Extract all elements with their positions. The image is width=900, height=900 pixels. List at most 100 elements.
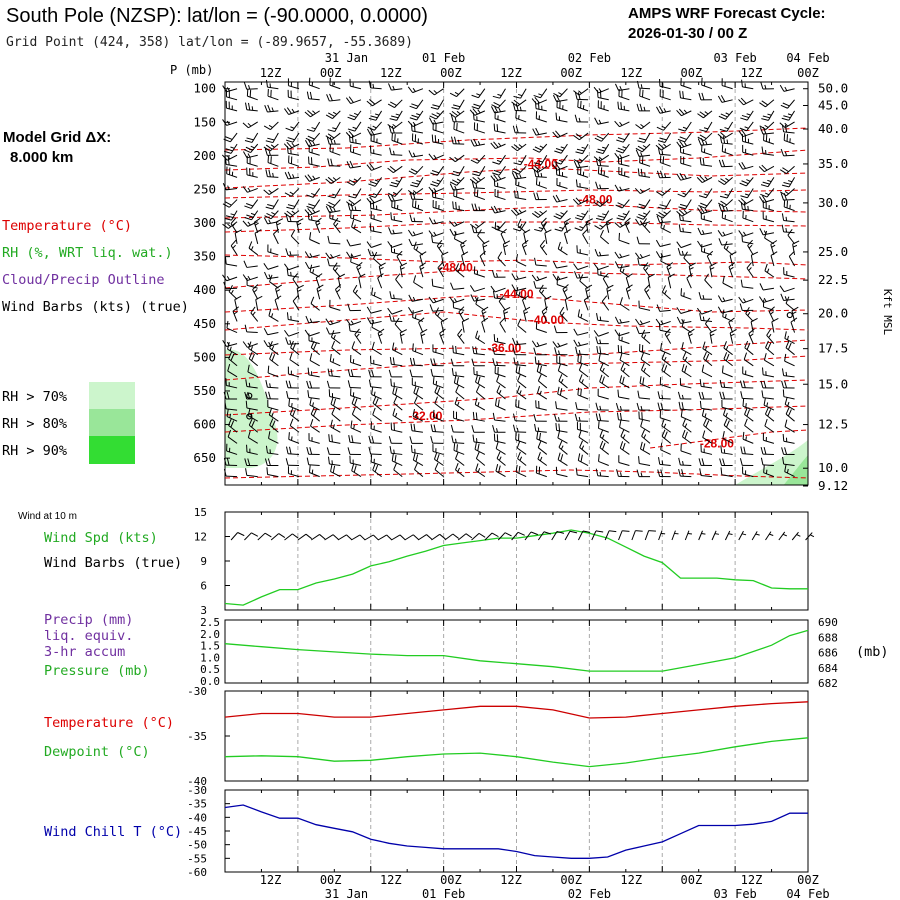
wind-barb bbox=[243, 143, 259, 153]
wind-barb bbox=[286, 312, 300, 322]
wind-barb bbox=[461, 251, 469, 267]
wind-barb-staff bbox=[411, 243, 423, 247]
wind-barb-flag bbox=[741, 161, 746, 169]
wind-barb-half-flag bbox=[232, 222, 236, 227]
wind-barb-staff bbox=[556, 184, 568, 189]
wind-barb bbox=[388, 83, 403, 91]
wind-barb-staff bbox=[515, 184, 527, 189]
wind-barb-staff bbox=[289, 425, 300, 433]
wind-barb-half-flag bbox=[663, 423, 667, 428]
wind-barb-flag bbox=[327, 235, 330, 244]
wind-barb-half-flag bbox=[392, 150, 395, 155]
rh-70-label: RH > 70% bbox=[2, 389, 67, 405]
wind-barb bbox=[368, 80, 382, 90]
wind-barb-flag bbox=[619, 297, 623, 305]
wind-barb-flag bbox=[492, 172, 500, 176]
wind-barb-staff bbox=[350, 361, 362, 367]
wind-barb-flag bbox=[388, 313, 392, 322]
wind-barb bbox=[617, 389, 630, 400]
wind-barb-flag bbox=[265, 379, 268, 388]
wind-barb bbox=[411, 133, 424, 145]
wind-barb-flag bbox=[396, 250, 403, 257]
wind-barb-flag bbox=[785, 296, 790, 304]
wind-barb-staff bbox=[247, 371, 258, 378]
wind-barb-half-flag bbox=[393, 449, 395, 454]
wind-barb-flag bbox=[478, 532, 486, 538]
wind-barb-half-flag bbox=[792, 311, 797, 315]
wind-barb bbox=[720, 445, 733, 455]
wind-barb bbox=[390, 422, 403, 433]
wind-barb-flag bbox=[638, 203, 646, 207]
wind-barb-flag bbox=[701, 408, 705, 416]
wind-barb-staff bbox=[267, 265, 279, 270]
wind-barb-flag bbox=[558, 374, 563, 382]
wind-barb bbox=[742, 144, 754, 156]
wind-barb-flag bbox=[580, 100, 582, 109]
wind-barb-half-flag bbox=[578, 117, 581, 122]
wind-barb-staff bbox=[461, 255, 465, 267]
wind-barb-flag bbox=[392, 386, 395, 394]
wind-barb-staff bbox=[267, 343, 279, 348]
wind-barb bbox=[741, 134, 754, 145]
wind-barb-flag bbox=[346, 251, 351, 259]
wind-barb-flag bbox=[667, 273, 675, 278]
wind-barb-half-flag bbox=[336, 289, 341, 293]
wind-barb bbox=[242, 121, 258, 129]
wind-barb bbox=[601, 295, 610, 311]
wind-barb-flag bbox=[518, 466, 521, 474]
wind-barb-flag bbox=[475, 374, 478, 383]
wind-barb-flag bbox=[269, 352, 273, 360]
wind-barb-flag bbox=[492, 95, 501, 99]
wind-barb-half-flag bbox=[459, 311, 464, 315]
wind-barb-staff bbox=[597, 419, 609, 422]
wind-barb-flag bbox=[761, 100, 769, 106]
wind-barb-flag bbox=[596, 200, 603, 206]
wind-barb-flag bbox=[308, 465, 311, 473]
wind-barb-half-flag bbox=[458, 333, 463, 338]
wind-barb bbox=[453, 375, 465, 389]
wind-barb bbox=[616, 132, 630, 143]
wind-barb bbox=[346, 177, 362, 186]
wind-barb-staff bbox=[639, 154, 651, 158]
wind-barb-flag bbox=[784, 419, 788, 427]
wind-barb-flag bbox=[449, 156, 456, 163]
wind-barb bbox=[471, 99, 486, 110]
wind-barb-staff bbox=[247, 187, 258, 193]
wind-barb-half-flag bbox=[297, 222, 302, 226]
wind-barb-flag bbox=[660, 402, 664, 410]
wind-barb-half-flag bbox=[250, 212, 256, 216]
wind-barb bbox=[578, 363, 589, 378]
wind-barb-half-flag bbox=[784, 86, 788, 91]
wind-barb-flag bbox=[254, 229, 262, 234]
wind-barb-flag bbox=[315, 273, 323, 279]
wind-barb-flag bbox=[678, 457, 681, 466]
wind-barb-staff bbox=[234, 232, 238, 244]
wind-barb-staff bbox=[455, 269, 465, 278]
wind-barb-flag bbox=[493, 174, 499, 181]
wind-barb-half-flag bbox=[661, 150, 664, 155]
wind-barb-flag bbox=[394, 134, 396, 142]
wind-barb-half-flag bbox=[792, 244, 798, 248]
wind-barb-staff bbox=[288, 319, 300, 322]
wind-barb bbox=[289, 352, 300, 367]
wind-barb-flag bbox=[248, 341, 252, 349]
wind-barb-flag bbox=[640, 441, 643, 450]
wind-barb-flag bbox=[767, 409, 772, 417]
wind-barb-staff bbox=[332, 268, 341, 278]
wind-barb-staff bbox=[539, 245, 548, 256]
wind-barb bbox=[242, 220, 258, 227]
wind-barb-flag bbox=[348, 130, 355, 137]
wind-barb-flag bbox=[759, 196, 764, 203]
wind-barb-staff bbox=[372, 414, 382, 422]
temperature-series-label: Temperature (°C) bbox=[44, 715, 174, 731]
wind-barb-half-flag bbox=[619, 85, 622, 91]
wind-barb bbox=[762, 200, 775, 212]
wind-barb bbox=[429, 110, 444, 120]
wind-barb-flag bbox=[555, 112, 558, 120]
wind-barb-staff bbox=[680, 464, 692, 467]
wind-barb-half-flag bbox=[271, 345, 275, 351]
wind-barb-staff bbox=[226, 327, 238, 333]
wind-barb-flag bbox=[265, 169, 268, 177]
wind-barb bbox=[722, 408, 733, 422]
wind-barb bbox=[364, 534, 379, 541]
